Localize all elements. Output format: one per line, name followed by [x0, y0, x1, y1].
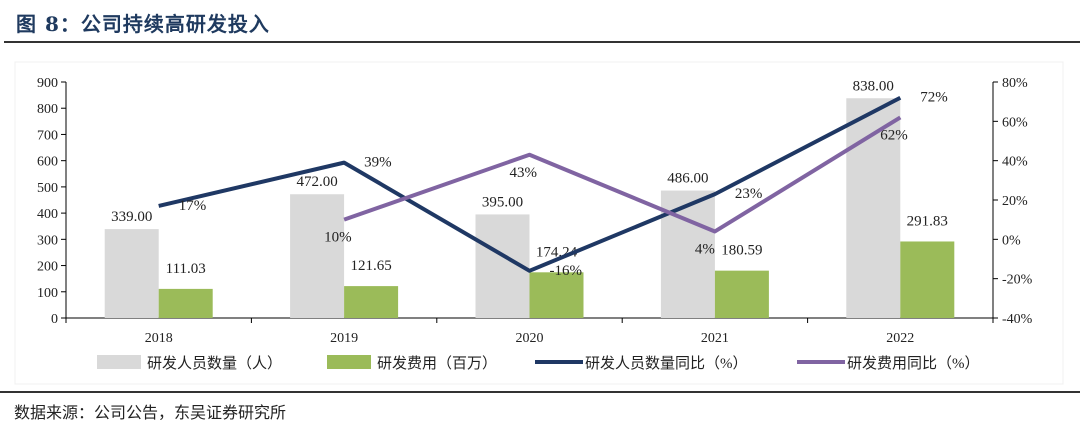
left-tick-label: 0: [51, 312, 58, 327]
left-tick-label: 800: [37, 102, 58, 117]
expense-yoy-label: 62%: [880, 127, 908, 143]
expense-yoy-line: [343, 115, 902, 234]
right-tick-label: -20%: [1002, 273, 1033, 288]
left-tick-label: 600: [37, 155, 58, 170]
x-tick-label: 2019: [330, 331, 358, 346]
expense-bar: [344, 286, 399, 318]
legend-label: 研发费用（百万）: [377, 355, 497, 372]
right-tick-label: 0%: [1002, 233, 1021, 248]
expense-label: 121.65: [350, 258, 391, 274]
expense-yoy-label: 10%: [324, 230, 352, 246]
headcount-yoy-line: [158, 95, 902, 273]
legend-label: 研发费用同比（%）: [847, 355, 980, 372]
expense-label: 291.83: [907, 213, 948, 229]
legend-label: 研发人员数量同比（%）: [585, 355, 748, 372]
expense-bar: [529, 272, 584, 318]
expense-label: 180.59: [721, 243, 762, 259]
headcount-yoy-label: 72%: [920, 90, 948, 106]
right-tick-label: -40%: [1002, 312, 1033, 327]
headcount-label: 339.00: [111, 209, 152, 225]
left-tick-label: 700: [37, 128, 58, 143]
left-tick-label: 500: [37, 181, 58, 196]
expense-yoy-label: 4%: [695, 241, 715, 257]
headcount-label: 472.00: [296, 174, 337, 190]
legend-swatch: [97, 355, 141, 369]
right-tick-label: 80%: [1002, 76, 1028, 91]
expense-bar: [158, 288, 213, 318]
headcount-bar: [290, 194, 345, 318]
left-tick-label: 900: [37, 76, 58, 91]
expense-bar: [714, 270, 769, 318]
headcount-label: 486.00: [667, 171, 708, 187]
headcount-label: 395.00: [482, 194, 523, 210]
headcount-yoy-label: 17%: [179, 198, 207, 214]
figure-title: 图 8：公司持续高研发投入: [16, 12, 270, 36]
headcount-bar: [104, 229, 159, 318]
left-tick-label: 100: [37, 286, 58, 301]
x-tick-label: 2022: [886, 331, 914, 346]
expense-label: 111.03: [166, 261, 206, 277]
x-tick-label: 2020: [516, 331, 544, 346]
left-tick-label: 400: [37, 207, 58, 222]
source-note: 数据来源：公司公告，东吴证券研究所: [14, 403, 287, 422]
legend-swatch: [327, 355, 371, 369]
right-tick-label: 20%: [1002, 194, 1028, 209]
legend-label: 研发人员数量（人）: [147, 355, 282, 372]
left-tick-label: 200: [37, 260, 58, 275]
expense-bar: [900, 241, 955, 318]
headcount-yoy-label: 39%: [364, 155, 392, 171]
right-tick-label: 60%: [1002, 115, 1028, 130]
x-tick-label: 2018: [145, 331, 173, 346]
headcount-yoy-label: -16%: [550, 263, 583, 279]
headcount-label: 838.00: [853, 78, 894, 94]
right-tick-label: 40%: [1002, 155, 1028, 170]
left-tick-label: 300: [37, 233, 58, 248]
footer-divider: [0, 391, 1080, 393]
headcount-yoy-label: 23%: [735, 186, 763, 202]
title-divider: [4, 41, 1080, 43]
x-tick-label: 2021: [701, 331, 729, 346]
expense-yoy-label: 43%: [510, 165, 538, 181]
